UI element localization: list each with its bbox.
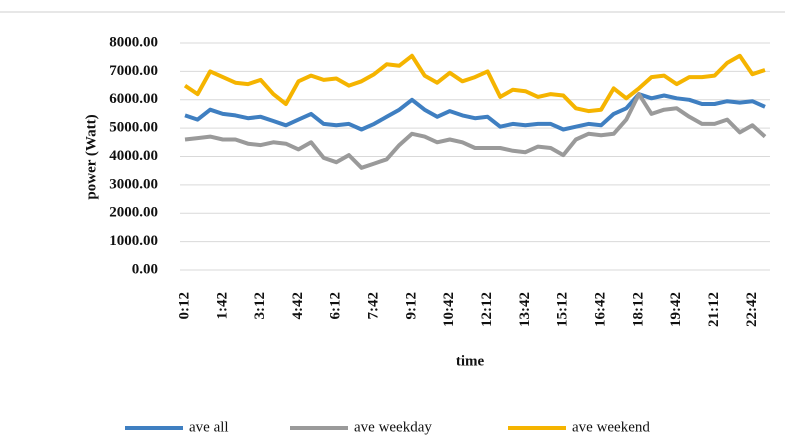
series-line (183, 53, 766, 114)
x-tick-label: 21:12 (706, 292, 722, 327)
x-tick-label: 15:12 (555, 292, 571, 327)
x-tick-label: 13:42 (517, 292, 533, 327)
y-tick-label: 8000.00 (109, 34, 158, 50)
legend-label: ave all (189, 419, 229, 435)
series-line (184, 92, 766, 132)
x-tick-label: 19:42 (668, 292, 684, 327)
x-tick-label: 16:42 (593, 292, 609, 327)
y-tick-label: 6000.00 (109, 91, 158, 107)
y-tick-label: 2000.00 (109, 205, 158, 221)
x-tick-label: 4:42 (290, 292, 306, 320)
y-tick-label: 5000.00 (109, 120, 158, 136)
y-tick-label: 1000.00 (109, 233, 158, 249)
x-tick-label: 3:12 (252, 292, 268, 320)
series-line (184, 92, 767, 170)
legend-label: ave weekday (354, 419, 432, 435)
x-tick-label: 0:12 (176, 292, 192, 320)
x-tick-label: 22:42 (744, 292, 760, 327)
y-tick-label: 0.00 (132, 261, 158, 277)
x-tick-label: 18:12 (630, 292, 646, 327)
x-tick-label: 6:12 (328, 292, 344, 320)
x-tick-label: 9:12 (403, 292, 419, 320)
x-tick-label: 10:42 (441, 292, 457, 327)
x-tick-label: 7:42 (366, 292, 382, 320)
y-axis-label: power (Watt) (83, 114, 99, 199)
legend-label: ave weekend (572, 419, 650, 435)
y-tick-label: 3000.00 (109, 176, 158, 192)
x-tick-label: 1:42 (214, 292, 230, 320)
x-tick-label: 12:12 (479, 292, 495, 327)
y-tick-label: 4000.00 (109, 148, 158, 164)
x-axis-label: time (456, 353, 485, 369)
y-tick-label: 7000.00 (109, 63, 158, 79)
